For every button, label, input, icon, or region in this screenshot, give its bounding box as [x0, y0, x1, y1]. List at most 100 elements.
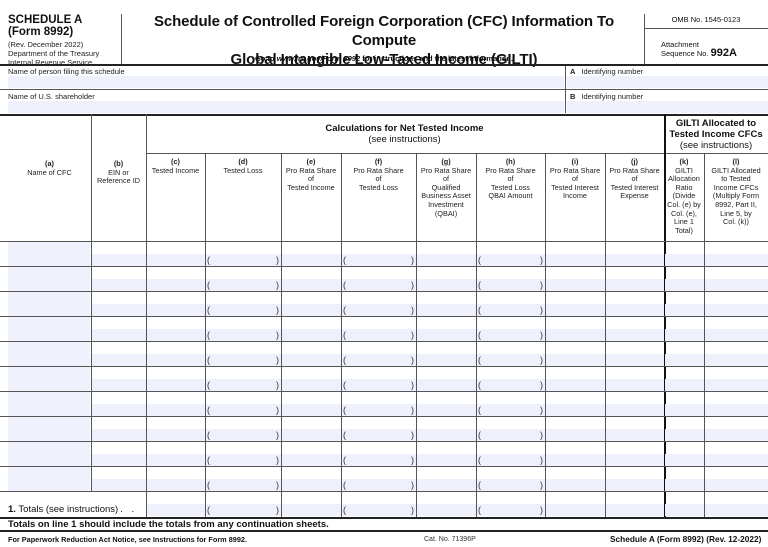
row-input-c[interactable]: [147, 304, 205, 316]
row-input-c[interactable]: [147, 479, 205, 491]
row-input-e[interactable]: [282, 354, 341, 366]
row-input-b[interactable]: [92, 454, 146, 466]
totals-input-c[interactable]: [147, 504, 205, 516]
row-input-f[interactable]: [342, 404, 416, 416]
row-input-l[interactable]: [705, 429, 768, 441]
row-input-g[interactable]: [417, 429, 476, 441]
irs-link[interactable]: www.irs.gov/Form 8992: [276, 54, 361, 63]
row-input-l[interactable]: [705, 354, 768, 366]
row-input-h[interactable]: [477, 354, 545, 366]
row-input-c[interactable]: [147, 454, 205, 466]
row-input-i[interactable]: [546, 304, 605, 316]
row-input-k[interactable]: [665, 479, 704, 491]
filer-name-input[interactable]: [8, 76, 564, 88]
cfc-name-input[interactable]: [8, 417, 90, 441]
row-input-e[interactable]: [282, 379, 341, 391]
cfc-name-input[interactable]: [8, 292, 90, 316]
row-input-j[interactable]: [606, 404, 664, 416]
row-input-e[interactable]: [282, 254, 341, 266]
row-input-c[interactable]: [147, 379, 205, 391]
row-input-h[interactable]: [477, 379, 545, 391]
row-input-l[interactable]: [705, 279, 768, 291]
row-input-i[interactable]: [546, 454, 605, 466]
row-input-j[interactable]: [606, 479, 664, 491]
cfc-name-input[interactable]: [8, 392, 90, 416]
totals-input-f[interactable]: [342, 504, 416, 516]
row-input-k[interactable]: [665, 254, 704, 266]
row-input-b[interactable]: [92, 404, 146, 416]
row-input-j[interactable]: [606, 379, 664, 391]
row-input-d[interactable]: [206, 454, 281, 466]
row-input-f[interactable]: [342, 279, 416, 291]
row-input-e[interactable]: [282, 304, 341, 316]
totals-input-d[interactable]: [206, 504, 281, 516]
row-input-j[interactable]: [606, 279, 664, 291]
row-input-g[interactable]: [417, 404, 476, 416]
row-input-j[interactable]: [606, 329, 664, 341]
row-input-i[interactable]: [546, 429, 605, 441]
row-input-i[interactable]: [546, 404, 605, 416]
totals-input-k[interactable]: [665, 504, 704, 516]
row-input-b[interactable]: [92, 354, 146, 366]
row-input-h[interactable]: [477, 454, 545, 466]
row-input-c[interactable]: [147, 354, 205, 366]
row-input-f[interactable]: [342, 429, 416, 441]
row-input-g[interactable]: [417, 454, 476, 466]
row-input-g[interactable]: [417, 304, 476, 316]
row-input-h[interactable]: [477, 479, 545, 491]
row-input-d[interactable]: [206, 429, 281, 441]
row-input-g[interactable]: [417, 354, 476, 366]
cfc-name-input[interactable]: [8, 467, 90, 491]
totals-input-h[interactable]: [477, 504, 545, 516]
row-input-h[interactable]: [477, 304, 545, 316]
row-input-h[interactable]: [477, 429, 545, 441]
row-input-c[interactable]: [147, 329, 205, 341]
row-input-e[interactable]: [282, 404, 341, 416]
row-input-b[interactable]: [92, 279, 146, 291]
row-input-l[interactable]: [705, 304, 768, 316]
row-input-b[interactable]: [92, 254, 146, 266]
row-input-h[interactable]: [477, 404, 545, 416]
row-input-b[interactable]: [92, 479, 146, 491]
row-input-e[interactable]: [282, 429, 341, 441]
row-input-h[interactable]: [477, 279, 545, 291]
row-input-d[interactable]: [206, 404, 281, 416]
cfc-name-input[interactable]: [8, 367, 90, 391]
row-input-k[interactable]: [665, 304, 704, 316]
id-a-input[interactable]: [567, 76, 768, 88]
row-input-d[interactable]: [206, 479, 281, 491]
row-input-e[interactable]: [282, 479, 341, 491]
row-input-i[interactable]: [546, 354, 605, 366]
row-input-f[interactable]: [342, 454, 416, 466]
row-input-e[interactable]: [282, 329, 341, 341]
row-input-j[interactable]: [606, 454, 664, 466]
totals-input-l[interactable]: [705, 504, 768, 516]
row-input-k[interactable]: [665, 404, 704, 416]
row-input-f[interactable]: [342, 479, 416, 491]
row-input-d[interactable]: [206, 329, 281, 341]
row-input-f[interactable]: [342, 354, 416, 366]
row-input-l[interactable]: [705, 379, 768, 391]
row-input-k[interactable]: [665, 329, 704, 341]
row-input-c[interactable]: [147, 404, 205, 416]
row-input-h[interactable]: [477, 329, 545, 341]
row-input-l[interactable]: [705, 454, 768, 466]
row-input-g[interactable]: [417, 254, 476, 266]
row-input-b[interactable]: [92, 429, 146, 441]
row-input-k[interactable]: [665, 279, 704, 291]
row-input-d[interactable]: [206, 304, 281, 316]
row-input-h[interactable]: [477, 254, 545, 266]
row-input-f[interactable]: [342, 254, 416, 266]
row-input-i[interactable]: [546, 279, 605, 291]
row-input-g[interactable]: [417, 329, 476, 341]
row-input-d[interactable]: [206, 279, 281, 291]
row-input-b[interactable]: [92, 304, 146, 316]
row-input-g[interactable]: [417, 479, 476, 491]
row-input-g[interactable]: [417, 379, 476, 391]
row-input-k[interactable]: [665, 354, 704, 366]
totals-input-j[interactable]: [606, 504, 664, 516]
row-input-l[interactable]: [705, 329, 768, 341]
row-input-f[interactable]: [342, 329, 416, 341]
row-input-d[interactable]: [206, 354, 281, 366]
row-input-d[interactable]: [206, 379, 281, 391]
